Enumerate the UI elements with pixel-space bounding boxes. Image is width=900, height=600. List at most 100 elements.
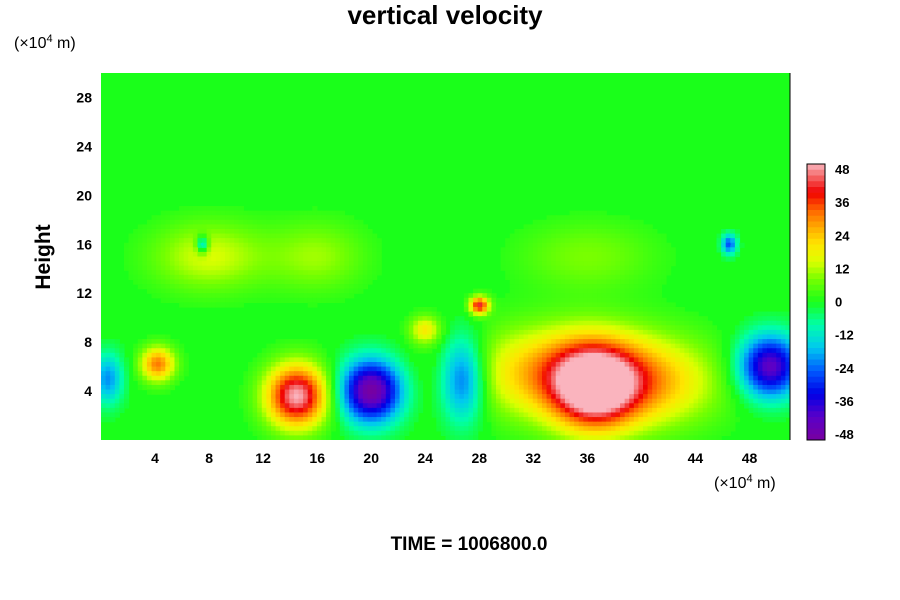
colorbar-band bbox=[807, 376, 825, 383]
field-cell bbox=[560, 389, 566, 395]
field-cell bbox=[514, 394, 520, 400]
field-cell bbox=[643, 302, 649, 308]
field-cell bbox=[647, 325, 653, 331]
field-cell bbox=[261, 426, 267, 432]
field-cell bbox=[638, 238, 644, 244]
field-cell bbox=[606, 403, 612, 409]
field-cell bbox=[349, 256, 355, 262]
field-cell bbox=[564, 242, 571, 248]
field-cell bbox=[362, 284, 369, 290]
field-cell bbox=[633, 394, 640, 400]
field-cell bbox=[716, 375, 722, 381]
field-cell bbox=[243, 380, 249, 386]
field-cell bbox=[661, 398, 667, 404]
field-cell bbox=[316, 297, 323, 303]
field-cell bbox=[114, 403, 120, 409]
field-cell bbox=[638, 362, 644, 368]
field-cell bbox=[335, 352, 341, 359]
field-cell bbox=[165, 228, 171, 235]
field-cell bbox=[316, 435, 323, 440]
field-cell bbox=[362, 274, 369, 281]
field-cell bbox=[206, 279, 212, 285]
field-cell bbox=[537, 394, 543, 400]
field-cell bbox=[160, 371, 166, 377]
field-cell bbox=[496, 343, 502, 349]
field-cell bbox=[229, 284, 235, 290]
field-cell bbox=[229, 288, 235, 294]
field-cell bbox=[551, 233, 557, 239]
field-cell bbox=[349, 384, 355, 391]
x-tick-label: 32 bbox=[526, 450, 542, 466]
field-cell bbox=[702, 329, 708, 336]
field-cell bbox=[252, 247, 258, 253]
field-cell bbox=[583, 389, 589, 395]
field-cell bbox=[326, 238, 332, 244]
field-cell bbox=[284, 352, 290, 359]
field-cell bbox=[220, 210, 226, 216]
field-cell bbox=[601, 265, 607, 271]
field-cell bbox=[174, 261, 180, 267]
field-cell bbox=[367, 343, 373, 349]
field-cell bbox=[560, 412, 566, 418]
field-cell bbox=[312, 403, 318, 409]
field-cell bbox=[473, 407, 479, 414]
field-cell bbox=[326, 256, 332, 262]
field-cell bbox=[394, 421, 401, 427]
field-cell bbox=[633, 261, 640, 267]
field-cell bbox=[321, 389, 327, 395]
field-cell bbox=[169, 210, 176, 216]
field-cell bbox=[514, 389, 520, 395]
field-cell bbox=[725, 417, 731, 423]
field-cell bbox=[280, 293, 286, 299]
field-cell bbox=[638, 270, 644, 276]
field-cell bbox=[146, 224, 153, 230]
field-cell bbox=[610, 380, 617, 386]
field-cell bbox=[206, 238, 212, 244]
field-cell bbox=[500, 261, 506, 267]
field-cell bbox=[151, 233, 157, 239]
field-cell bbox=[652, 284, 658, 290]
field-cell bbox=[372, 270, 378, 276]
field-cell bbox=[780, 329, 786, 336]
field-cell bbox=[739, 380, 745, 386]
field-cell bbox=[491, 348, 497, 354]
field-cell bbox=[486, 293, 493, 299]
field-cell bbox=[574, 210, 580, 216]
y-tick-label: 16 bbox=[76, 236, 92, 252]
field-cell bbox=[564, 398, 571, 404]
field-cell bbox=[523, 242, 529, 248]
field-cell bbox=[266, 417, 272, 423]
field-cell bbox=[532, 389, 538, 395]
field-cell bbox=[656, 352, 662, 359]
field-cell bbox=[266, 284, 272, 290]
field-cell bbox=[661, 302, 667, 308]
field-cell bbox=[188, 210, 194, 216]
field-cell bbox=[183, 362, 189, 368]
field-cell bbox=[133, 357, 139, 363]
field-cell bbox=[610, 265, 617, 271]
field-cell bbox=[298, 284, 304, 290]
field-cell bbox=[496, 412, 502, 418]
field-cell bbox=[477, 297, 483, 303]
field-cell bbox=[339, 389, 346, 395]
field-cell bbox=[463, 329, 470, 336]
field-cell bbox=[711, 403, 718, 409]
field-cell bbox=[652, 362, 658, 368]
field-cell bbox=[445, 430, 451, 437]
field-cell bbox=[643, 320, 649, 326]
field-cell bbox=[468, 302, 474, 308]
field-cell bbox=[316, 215, 323, 221]
field-cell bbox=[739, 339, 745, 345]
field-cell bbox=[601, 435, 607, 440]
field-cell bbox=[555, 256, 561, 262]
field-cell bbox=[578, 242, 584, 248]
field-cell bbox=[711, 325, 718, 331]
field-cell bbox=[339, 384, 346, 391]
field-cell bbox=[316, 403, 323, 409]
field-cell bbox=[679, 334, 685, 340]
field-cell bbox=[436, 352, 442, 359]
field-cell bbox=[707, 389, 713, 395]
field-cell bbox=[569, 407, 575, 414]
field-cell bbox=[440, 380, 447, 386]
field-cell bbox=[679, 343, 685, 349]
